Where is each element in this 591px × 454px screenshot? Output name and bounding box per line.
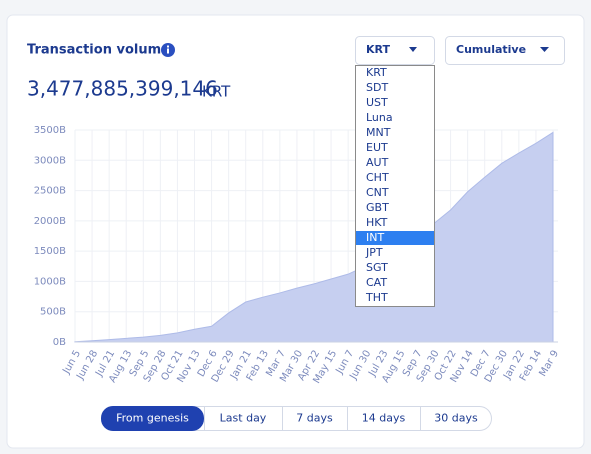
currency-dropdown[interactable]: KRT <box>355 36 435 65</box>
y-tick-label: 2000B <box>34 216 66 227</box>
button-active <box>101 406 204 431</box>
menu-item[interactable]: HKT <box>366 216 388 229</box>
menu-item[interactable]: INT <box>366 231 384 244</box>
menu-item[interactable]: MNT <box>366 126 391 139</box>
range-button[interactable]: Last day <box>220 412 267 425</box>
range-button[interactable]: 30 days <box>434 412 478 425</box>
dropdown-label: Cumulative <box>456 43 526 56</box>
menu-item[interactable]: EUT <box>366 141 388 154</box>
range-button[interactable]: From genesis <box>116 412 189 425</box>
range-button[interactable]: 7 days <box>296 412 333 425</box>
menu-item[interactable]: SDT <box>366 81 388 94</box>
amount-unit: KRT <box>202 83 231 101</box>
y-tick-label: 3000B <box>34 155 66 166</box>
menu-item[interactable]: CHT <box>366 171 389 184</box>
range-button[interactable]: 14 days <box>362 412 406 425</box>
dropdown-label: KRT <box>366 43 391 56</box>
y-tick-label: 1500B <box>34 246 66 257</box>
menu-highlight <box>356 231 434 245</box>
menu-item[interactable]: SGT <box>366 261 388 274</box>
title: Transaction volume <box>27 43 170 58</box>
y-tick-label: 0B <box>53 337 66 348</box>
menu-box <box>355 65 435 307</box>
y-tick-label: 1000B <box>34 276 66 287</box>
menu-item[interactable]: THT <box>365 291 388 304</box>
menu-item[interactable]: Luna <box>366 111 393 124</box>
mode-dropdown[interactable]: Cumulative <box>445 36 565 65</box>
menu-item[interactable]: CNT <box>366 186 389 199</box>
menu-item[interactable]: JPT <box>365 246 383 259</box>
amount: 3,477,885,399,146 <box>27 77 218 101</box>
y-tick-label: 3500B <box>34 125 66 136</box>
menu-item[interactable]: GBT <box>366 201 389 214</box>
menu-item[interactable]: CAT <box>366 276 387 289</box>
menu-item[interactable]: UST <box>366 96 388 109</box>
info-icon[interactable] <box>161 43 175 57</box>
y-tick-label: 500B <box>40 307 66 318</box>
y-tick-label: 2500B <box>34 186 66 197</box>
menu-item[interactable]: KRT <box>366 66 387 79</box>
range-buttons: From genesis Last day 7 days 14 days 30 days <box>101 406 492 431</box>
dropdown-menu: KRT SDT UST Luna MNT EUT AUT CHT CNT GBT HKT INT JPT… <box>355 65 435 307</box>
menu-item[interactable]: AUT <box>366 156 389 169</box>
